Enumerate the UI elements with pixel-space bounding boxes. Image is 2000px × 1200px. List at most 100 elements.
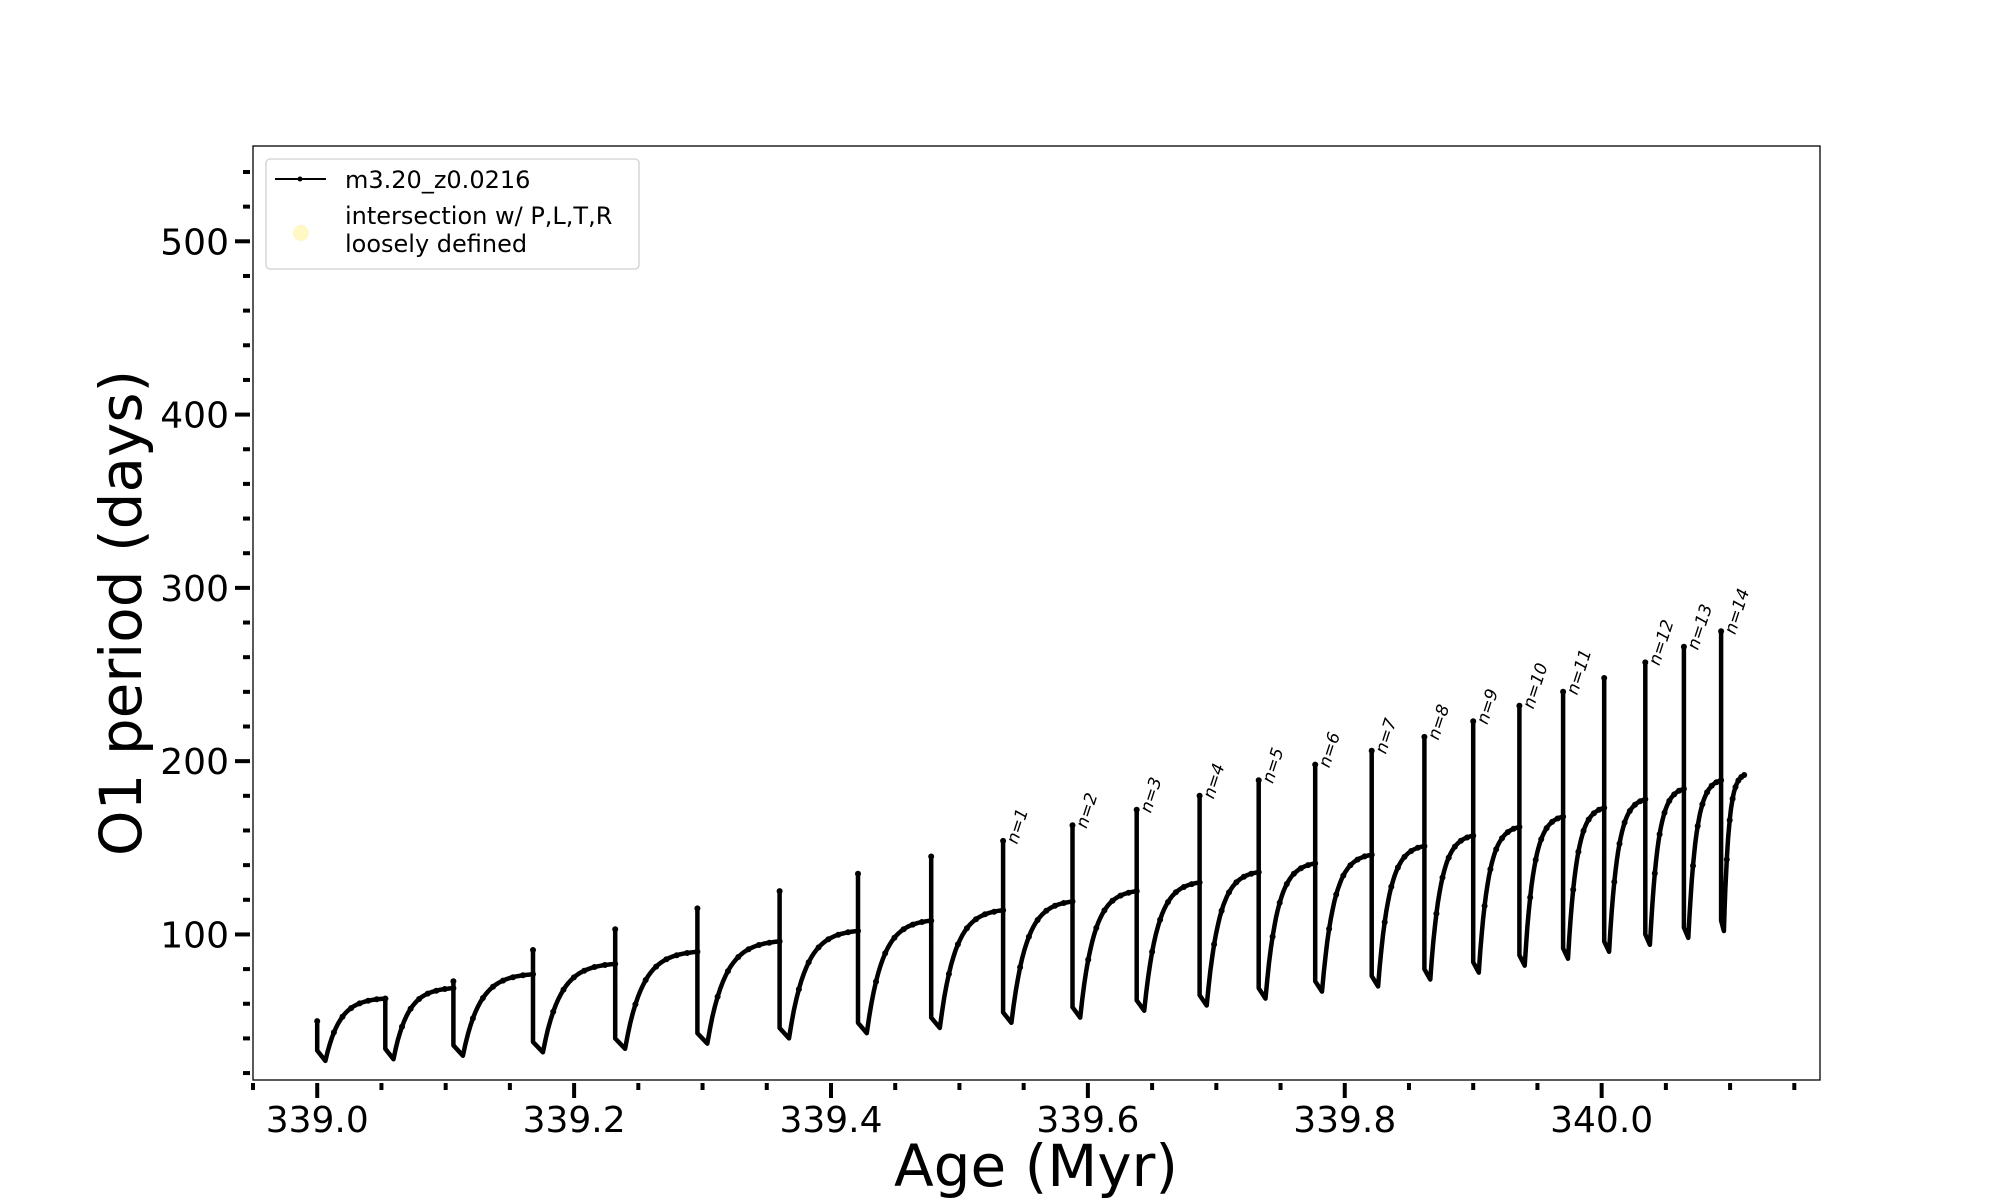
data-point — [1713, 779, 1720, 786]
annotations: n=1 n=2 n=3 n=4 n=5 n=6 n=7 n=8 n=9 n=10 n=11n=12 n… — [1003, 586, 1754, 846]
data-point — [1611, 878, 1618, 885]
data-point — [1333, 891, 1340, 898]
data-point — [490, 983, 496, 990]
data-point — [928, 853, 935, 860]
data-point — [1000, 907, 1007, 914]
data-point — [510, 974, 516, 981]
data-point — [1133, 806, 1140, 813]
data-point — [673, 952, 680, 959]
annotation-label: n=8 — [1424, 702, 1454, 742]
legend-circle-swatch — [293, 225, 309, 241]
data-point — [1718, 777, 1725, 784]
data-point — [399, 1023, 405, 1030]
data-point — [356, 1000, 363, 1007]
data-point — [416, 996, 423, 1002]
data-point — [1708, 782, 1715, 789]
x-tick-label: 339.2 — [523, 1100, 626, 1141]
data-point — [612, 960, 619, 967]
data-point — [1457, 837, 1464, 844]
annotation-label: n=3 — [1136, 775, 1166, 815]
data-point — [1621, 819, 1628, 826]
data-point — [694, 948, 701, 955]
data-point — [1043, 907, 1050, 914]
data-point — [1298, 865, 1304, 872]
data-point — [1671, 791, 1678, 798]
data-point — [1101, 907, 1108, 914]
data-point — [1585, 816, 1592, 823]
data-point — [1704, 789, 1711, 796]
data-point — [1732, 784, 1739, 790]
data-point — [1690, 862, 1696, 869]
data-point — [973, 916, 979, 923]
data-point — [1656, 831, 1663, 838]
data-point — [1069, 898, 1076, 905]
data-point — [348, 1005, 355, 1012]
data-point — [1637, 798, 1644, 805]
data-point — [663, 956, 670, 963]
data-point — [1180, 884, 1187, 890]
data-point — [1069, 822, 1076, 829]
data-point — [684, 950, 691, 956]
legend-label-intersection-2: loosely defined — [345, 230, 527, 258]
plot-frame — [252, 145, 1821, 1081]
data-point — [1248, 870, 1255, 877]
data-point — [1093, 924, 1100, 931]
data-point — [1580, 827, 1587, 834]
data-point — [1493, 846, 1500, 853]
data-point — [1052, 902, 1058, 909]
data-point — [1269, 933, 1276, 940]
data-point — [735, 954, 742, 960]
data-point — [1149, 948, 1156, 955]
data-point — [1560, 813, 1567, 820]
data-point — [1570, 886, 1577, 893]
data-point — [1470, 718, 1477, 725]
data-point — [1510, 825, 1517, 832]
x-tick-label: 339.6 — [1036, 1100, 1139, 1141]
data-point — [1125, 889, 1132, 896]
data-point — [612, 926, 619, 933]
data-point — [1218, 907, 1225, 914]
y-tick-label: 500 — [160, 222, 229, 263]
data-point — [1117, 892, 1124, 899]
data-point — [1601, 804, 1608, 811]
data-point — [339, 1013, 346, 1020]
data-point — [1726, 817, 1733, 824]
data-point — [1487, 866, 1494, 873]
data-point — [441, 986, 448, 992]
data-point — [900, 926, 907, 933]
data-point — [945, 971, 952, 977]
data-point — [1060, 900, 1067, 906]
series-group — [314, 628, 1748, 1064]
data-point — [1157, 916, 1164, 923]
data-point — [530, 947, 536, 953]
data-point — [1680, 785, 1687, 792]
data-point — [550, 1008, 557, 1015]
data-point — [724, 968, 731, 975]
data-point — [805, 959, 812, 966]
data-point — [570, 974, 577, 981]
data-point — [1347, 862, 1354, 869]
data-point — [1283, 881, 1290, 887]
x-axis: 339.0 339.2 339.4 339.6 339.8 340.0 — [251, 1083, 1797, 1141]
y-tick-label: 400 — [160, 396, 229, 437]
data-point — [1516, 702, 1523, 709]
data-point — [1085, 956, 1092, 963]
data-point — [1388, 883, 1395, 890]
data-point — [1433, 910, 1440, 917]
data-point — [1516, 824, 1523, 830]
data-point — [755, 942, 762, 948]
data-point — [1017, 964, 1024, 971]
data-point — [835, 931, 842, 938]
data-point — [653, 963, 660, 970]
annotation-label: n=10 — [1519, 661, 1552, 712]
x-tick-label: 340.0 — [1550, 1100, 1653, 1141]
data-point — [1651, 870, 1658, 877]
annotation-label: n=5 — [1258, 745, 1288, 785]
data-point — [1165, 899, 1171, 905]
data-point — [928, 917, 935, 924]
legend-box — [265, 158, 640, 270]
annotation-label: n=12 — [1645, 617, 1678, 668]
data-point — [1538, 836, 1545, 843]
data-point — [642, 977, 649, 983]
